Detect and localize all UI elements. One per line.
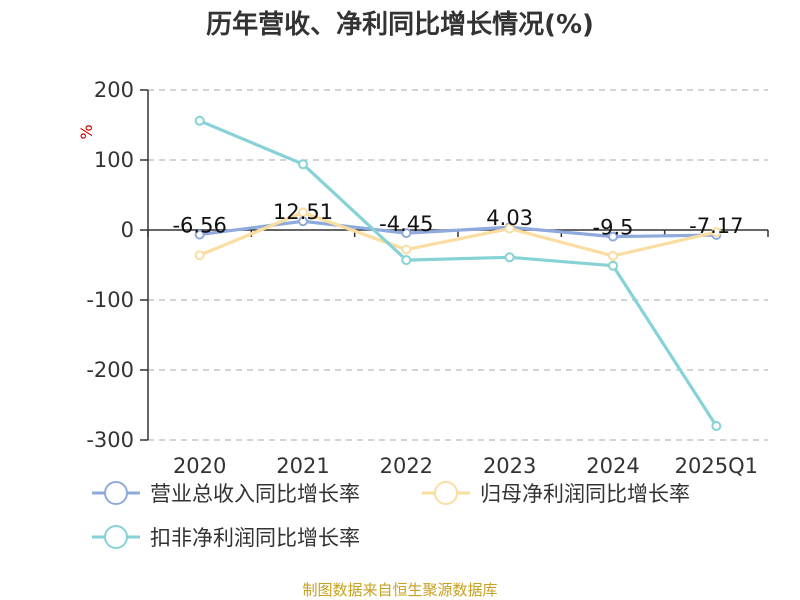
legend-marker (104, 525, 128, 549)
data-point (504, 223, 515, 234)
series-layer (194, 115, 722, 431)
data-point (711, 227, 722, 238)
y-tick-label: 200 (94, 78, 134, 102)
data-point (608, 231, 618, 242)
legend-item: 扣非净利润同比增长率 (92, 525, 360, 550)
x-tick-label: 2021 (276, 454, 329, 478)
data-point (194, 115, 205, 126)
data-label: 4.03 (486, 206, 533, 230)
x-tick-label: 2020 (173, 454, 226, 478)
data-label: -6.56 (172, 214, 226, 238)
y-tick-label: 0 (121, 218, 134, 242)
series-3 (194, 115, 722, 431)
chart-title: 历年营收、净利同比增长情况(%) (206, 9, 594, 40)
y-tick-label: 100 (94, 148, 134, 172)
grid (148, 89, 768, 441)
legend-item: 营业总收入同比增长率 (92, 481, 360, 506)
legend-label: 营业总收入同比增长率 (150, 482, 360, 506)
data-point (194, 229, 205, 240)
legend-label: 归母净利润同比增长率 (480, 482, 690, 506)
legend-item: 归母净利润同比增长率 (422, 481, 690, 506)
data-point (711, 421, 722, 431)
legend-marker (104, 481, 128, 505)
data-label: -4.45 (379, 212, 433, 236)
x-tick-label: 2024 (586, 454, 639, 478)
series-2 (194, 207, 722, 261)
data-point (401, 255, 412, 266)
x-tick-label: 2025Q1 (675, 454, 758, 478)
data-point (401, 228, 412, 239)
data-point (504, 252, 515, 263)
y-tick-label: -200 (86, 358, 134, 382)
series-line (199, 219, 717, 239)
legend-marker (434, 481, 458, 505)
legend-label: 扣非净利润同比增长率 (150, 526, 360, 550)
x-tick-label: 2022 (380, 454, 433, 478)
y-tick-label: -100 (86, 288, 134, 312)
y-tick-label: -300 (86, 428, 134, 452)
data-point (401, 244, 412, 255)
y-axis-unit: % (77, 124, 96, 139)
data-label: -9.5 (593, 216, 634, 240)
data-labels: -6.56 12.51 -4.45 4.03 -9.5 -7.17 (172, 200, 743, 239)
axes: 200 100 0 -100 -200 -300 2020 2021 2022 2023 2024 2… (86, 78, 769, 478)
data-point (298, 207, 308, 218)
data-point (194, 250, 205, 261)
data-point (298, 159, 308, 170)
source-note: 制图数据来自恒生聚源数据库 (302, 581, 497, 599)
series-line (199, 210, 717, 258)
x-tick-label: 2023 (483, 454, 536, 478)
data-label: 12.51 (273, 200, 333, 224)
data-point (608, 250, 618, 261)
series-line (199, 119, 718, 427)
data-point (608, 260, 618, 271)
data-label: -7.17 (689, 214, 743, 238)
